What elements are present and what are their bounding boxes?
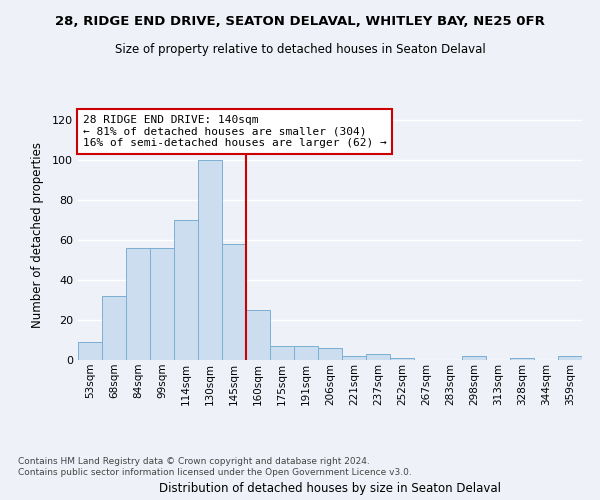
- Bar: [558, 356, 582, 360]
- Bar: [510, 358, 534, 360]
- Bar: [150, 248, 174, 360]
- Bar: [390, 358, 414, 360]
- Text: 28 RIDGE END DRIVE: 140sqm
← 81% of detached houses are smaller (304)
16% of sem: 28 RIDGE END DRIVE: 140sqm ← 81% of deta…: [83, 115, 387, 148]
- Bar: [198, 160, 222, 360]
- Bar: [222, 244, 246, 360]
- Bar: [270, 346, 294, 360]
- Text: Contains HM Land Registry data © Crown copyright and database right 2024.
Contai: Contains HM Land Registry data © Crown c…: [18, 458, 412, 477]
- Text: 28, RIDGE END DRIVE, SEATON DELAVAL, WHITLEY BAY, NE25 0FR: 28, RIDGE END DRIVE, SEATON DELAVAL, WHI…: [55, 15, 545, 28]
- Text: Size of property relative to detached houses in Seaton Delaval: Size of property relative to detached ho…: [115, 42, 485, 56]
- Bar: [342, 356, 366, 360]
- Y-axis label: Number of detached properties: Number of detached properties: [31, 142, 44, 328]
- Bar: [78, 342, 102, 360]
- Bar: [126, 248, 150, 360]
- Bar: [462, 356, 486, 360]
- Bar: [366, 354, 390, 360]
- Bar: [318, 348, 342, 360]
- Bar: [294, 346, 318, 360]
- Bar: [246, 310, 270, 360]
- Bar: [174, 220, 198, 360]
- Text: Distribution of detached houses by size in Seaton Delaval: Distribution of detached houses by size …: [159, 482, 501, 495]
- Bar: [102, 296, 126, 360]
